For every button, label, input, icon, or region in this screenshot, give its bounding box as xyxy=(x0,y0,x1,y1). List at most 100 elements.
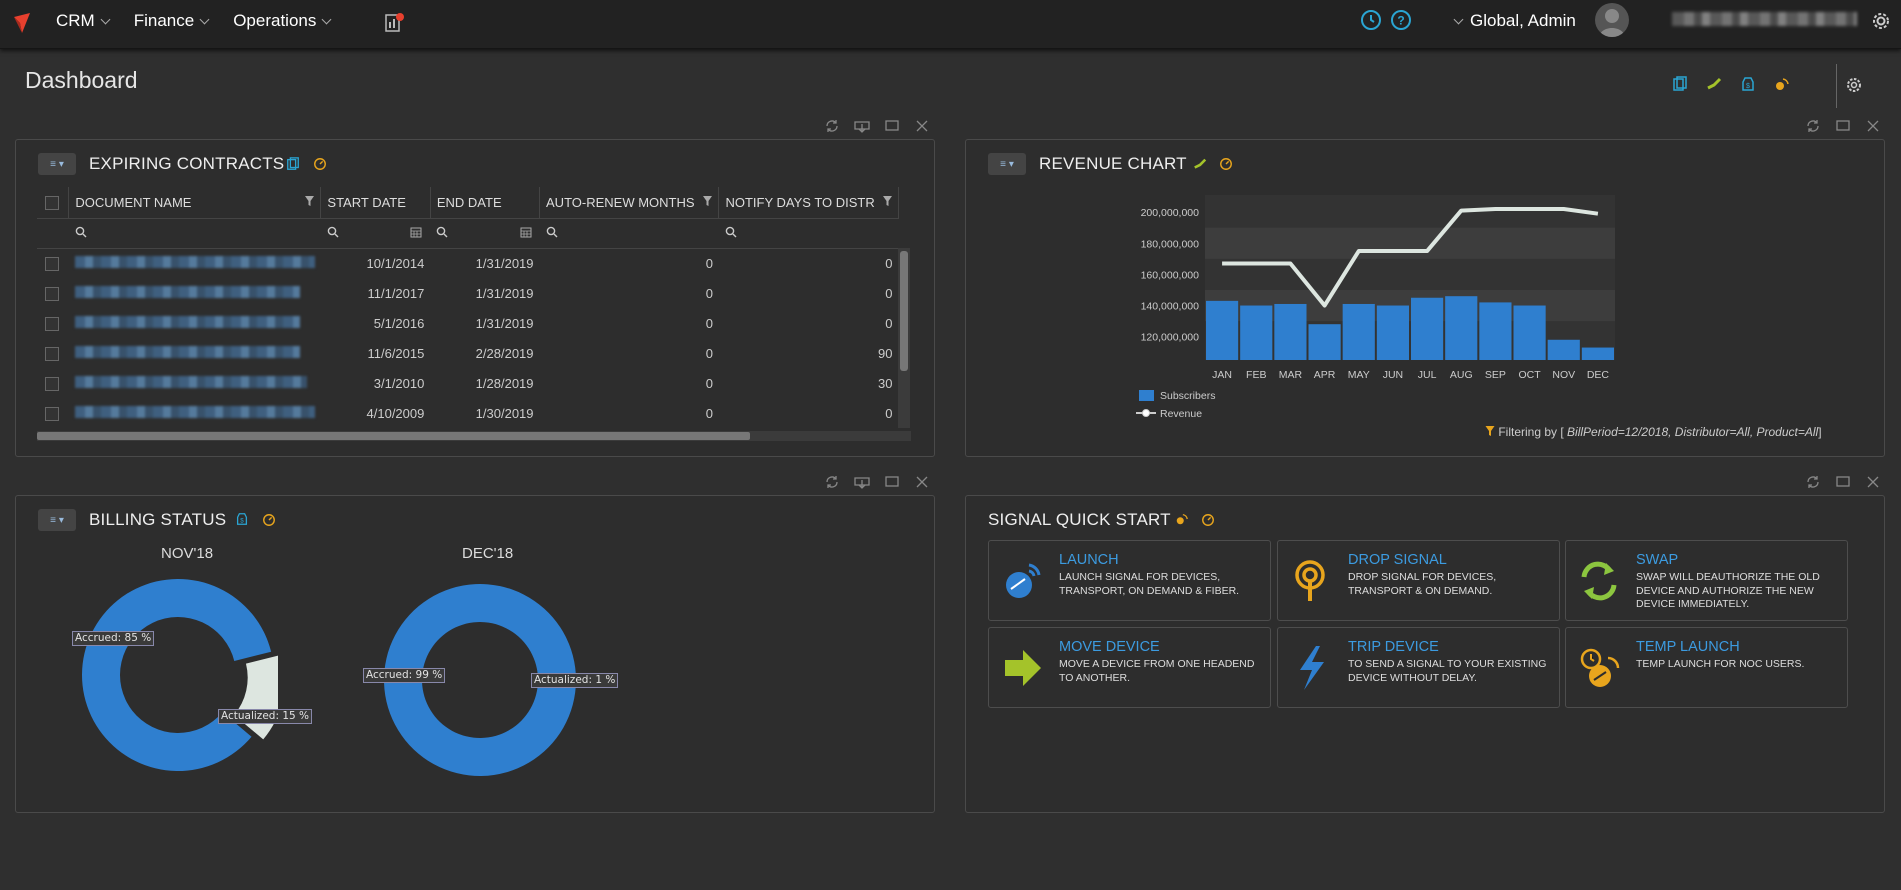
temp-launch-card[interactable]: TEMP LAUNCH TEMP LAUNCH FOR NOC USERS. xyxy=(1565,627,1848,708)
revenue-icon[interactable] xyxy=(1706,76,1722,92)
redacted-document-name[interactable] xyxy=(74,375,307,388)
col-end-date[interactable]: END DATE xyxy=(430,187,541,219)
redacted-document-name[interactable] xyxy=(74,285,300,298)
launch-card[interactable]: LAUNCH LAUNCH SIGNAL FOR DEVICES, TRANSP… xyxy=(988,540,1271,621)
x-tick-label: OCT xyxy=(1518,369,1541,381)
speedometer-icon[interactable] xyxy=(262,513,276,527)
user-menu[interactable]: Global, Admin xyxy=(1453,11,1576,31)
bar-apr[interactable] xyxy=(1308,324,1341,360)
scrollbar-thumb[interactable] xyxy=(37,432,750,440)
row-checkbox[interactable] xyxy=(45,376,59,391)
signal-icon[interactable] xyxy=(1774,76,1790,92)
refresh-icon[interactable] xyxy=(824,474,840,490)
maximize-icon[interactable] xyxy=(884,474,900,490)
bar-jun[interactable] xyxy=(1376,305,1409,360)
column-filter-icon[interactable] xyxy=(305,196,315,206)
filter-document-name[interactable] xyxy=(68,218,321,249)
legend-revenue-label[interactable]: Revenue xyxy=(1160,408,1202,420)
bar-feb[interactable] xyxy=(1240,305,1273,360)
download-icon[interactable] xyxy=(854,474,870,490)
report-icon[interactable] xyxy=(382,10,406,34)
filter-end-date[interactable] xyxy=(430,218,540,249)
refresh-icon[interactable] xyxy=(1805,118,1821,134)
row-checkbox[interactable] xyxy=(45,346,59,361)
bar-aug[interactable] xyxy=(1445,296,1478,360)
table-row[interactable]: 11/1/2017 1/31/2019 0 0 xyxy=(37,278,899,308)
close-icon[interactable] xyxy=(914,118,930,134)
bar-jul[interactable] xyxy=(1411,297,1444,360)
nav-operations[interactable]: Operations xyxy=(233,11,332,31)
clock-icon[interactable] xyxy=(1360,9,1382,31)
bar-nov[interactable] xyxy=(1547,339,1580,360)
maximize-icon[interactable] xyxy=(1835,118,1851,134)
redacted-document-name[interactable] xyxy=(74,345,300,358)
filter-notify-days[interactable] xyxy=(718,218,899,249)
swap-card[interactable]: SWAP SWAP WILL DEAUTHORIZE THE OLD DEVIC… xyxy=(1565,540,1848,621)
maximize-icon[interactable] xyxy=(884,118,900,134)
billing-menu-button[interactable]: ≡ ▾ xyxy=(38,509,76,531)
scrollbar-thumb[interactable] xyxy=(900,251,908,371)
revenue-polyline[interactable] xyxy=(1222,207,1599,308)
calendar-icon[interactable] xyxy=(520,226,532,238)
bar-jan[interactable] xyxy=(1206,300,1239,360)
revenue-menu-button[interactable]: ≡ ▾ xyxy=(988,153,1026,175)
billing-icon[interactable]: $ xyxy=(1740,76,1756,92)
row-checkbox[interactable] xyxy=(45,316,59,331)
close-icon[interactable] xyxy=(914,474,930,490)
nav-finance[interactable]: Finance xyxy=(134,11,210,31)
close-icon[interactable] xyxy=(1865,118,1881,134)
maximize-icon[interactable] xyxy=(1835,474,1851,490)
download-icon[interactable] xyxy=(854,118,870,134)
contracts-horizontal-scrollbar[interactable] xyxy=(37,431,911,441)
table-row[interactable]: 10/1/2014 1/31/2019 0 0 xyxy=(37,248,899,278)
col-notify-days[interactable]: NOTIFY DAYS TO DISTR xyxy=(718,187,899,219)
bar-mar[interactable] xyxy=(1274,303,1307,360)
actualized-slice[interactable] xyxy=(234,654,278,740)
column-filter-icon[interactable] xyxy=(883,196,892,206)
row-checkbox[interactable] xyxy=(45,257,59,272)
calendar-icon[interactable] xyxy=(410,226,422,238)
drop-signal-card[interactable]: DROP SIGNAL DROP SIGNAL FOR DEVICES, TRA… xyxy=(1277,540,1560,621)
row-checkbox[interactable] xyxy=(45,286,59,301)
trip-device-card[interactable]: TRIP DEVICE TO SEND A SIGNAL TO YOUR EXI… xyxy=(1277,627,1560,708)
redacted-document-name[interactable] xyxy=(74,255,315,268)
contracts-vertical-scrollbar[interactable] xyxy=(898,248,910,428)
gear-icon[interactable] xyxy=(1870,10,1892,32)
table-row[interactable]: 4/10/2009 1/30/2019 0 0 xyxy=(37,398,899,428)
contracts-icon[interactable] xyxy=(1672,76,1688,92)
table-row[interactable]: 11/6/2015 2/28/2019 0 90 xyxy=(37,338,899,368)
column-filter-icon[interactable] xyxy=(703,196,713,206)
filter-auto-renew[interactable] xyxy=(539,218,719,249)
table-row[interactable]: 5/1/2016 1/31/2019 0 0 xyxy=(37,308,899,338)
accrued-slice[interactable] xyxy=(82,579,272,771)
help-icon[interactable]: ? xyxy=(1390,9,1412,31)
filter-start-date[interactable] xyxy=(320,218,431,249)
speedometer-icon[interactable] xyxy=(1201,513,1215,527)
accrued-slice[interactable] xyxy=(384,584,576,777)
brand-logo-icon[interactable] xyxy=(10,11,34,35)
card-title: MOVE DEVICE xyxy=(1059,639,1160,655)
close-icon[interactable] xyxy=(1865,474,1881,490)
row-checkbox[interactable] xyxy=(45,406,59,421)
legend-subscribers-label[interactable]: Subscribers xyxy=(1160,390,1215,402)
col-document-name[interactable]: DOCUMENT NAME xyxy=(68,187,322,219)
contracts-menu-button[interactable]: ≡ ▾ xyxy=(38,153,76,175)
nav-crm[interactable]: CRM xyxy=(56,11,111,31)
avatar[interactable] xyxy=(1595,3,1629,37)
col-auto-renew-months[interactable]: AUTO-RENEW MONTHS xyxy=(539,187,720,219)
table-row[interactable]: 3/1/2010 1/28/2019 0 30 xyxy=(37,368,899,398)
col-start-date[interactable]: START DATE xyxy=(320,187,431,219)
speedometer-icon[interactable] xyxy=(313,157,327,171)
refresh-icon[interactable] xyxy=(824,118,840,134)
move-device-card[interactable]: MOVE DEVICE MOVE A DEVICE FROM ONE HEADE… xyxy=(988,627,1271,708)
bar-sep[interactable] xyxy=(1479,302,1512,360)
bar-dec[interactable] xyxy=(1581,347,1614,360)
speedometer-icon[interactable] xyxy=(1219,157,1233,171)
bar-may[interactable] xyxy=(1342,303,1375,360)
select-all-checkbox[interactable] xyxy=(45,196,59,211)
refresh-icon[interactable] xyxy=(1805,474,1821,490)
redacted-document-name[interactable] xyxy=(74,405,315,418)
dashboard-settings-gear-icon[interactable] xyxy=(1845,76,1863,94)
bar-oct[interactable] xyxy=(1513,305,1546,360)
redacted-document-name[interactable] xyxy=(74,315,300,328)
